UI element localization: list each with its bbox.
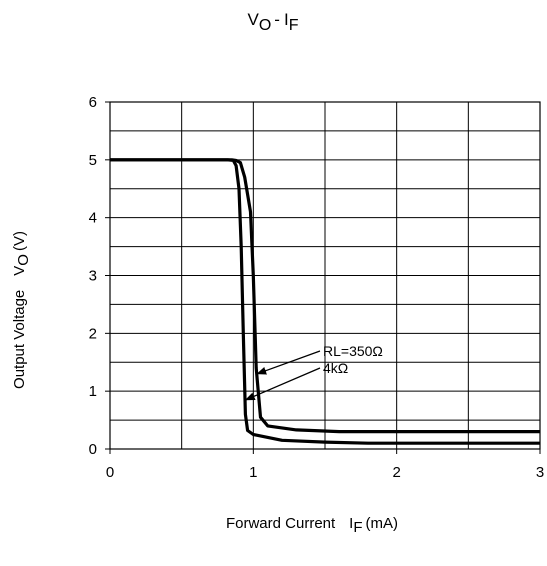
x-tick-label: 3 — [536, 464, 544, 481]
title-o-subscript: O — [259, 17, 271, 34]
annotation-label: RL=350Ω — [323, 343, 383, 359]
title-v: V — [248, 10, 260, 29]
x-axis-symbol-subscript: F — [353, 519, 362, 536]
x-axis-symbol: I — [349, 515, 353, 532]
y-axis-label: Output Voltage VO (V) — [11, 231, 32, 389]
x-axis-unit: (mA) — [366, 515, 399, 532]
annotation-label: 4kΩ — [323, 360, 348, 376]
y-axis-symbol-subscript: O — [15, 254, 32, 266]
y-tick-label: 3 — [89, 268, 97, 285]
x-tick-label: 0 — [106, 464, 114, 481]
annotation-arrow — [244, 367, 321, 401]
y-tick-label: 4 — [89, 210, 97, 227]
title-dash: - — [274, 10, 280, 29]
y-tick-label: 0 — [89, 441, 97, 458]
y-tick-label: 1 — [89, 383, 97, 400]
y-tick-label: 5 — [89, 152, 97, 169]
x-tick-label: 1 — [249, 464, 257, 481]
y-tick-label: 2 — [89, 325, 97, 342]
title-f-subscript: F — [289, 17, 299, 34]
x-tick-label: 2 — [392, 464, 400, 481]
x-axis-label: Forward Current IF (mA) — [226, 515, 398, 536]
x-axis-label-text: Forward Current — [226, 515, 336, 532]
y-axis-symbol: V — [11, 266, 28, 276]
series-line-2 — [110, 158, 540, 445]
series-line-1 — [110, 158, 540, 434]
chart-title: VO - IF — [248, 10, 299, 34]
title-i: I — [284, 10, 289, 29]
grid — [109, 101, 541, 450]
y-axis-unit: (V) — [11, 231, 28, 251]
y-tick-label: 6 — [89, 94, 97, 111]
annotation-arrow — [256, 350, 321, 375]
y-axis-label-text: Output Voltage — [11, 290, 28, 389]
series-lines — [110, 158, 540, 445]
tick-labels: 0 1 2 3 0 1 2 3 4 5 6 — [89, 94, 545, 481]
